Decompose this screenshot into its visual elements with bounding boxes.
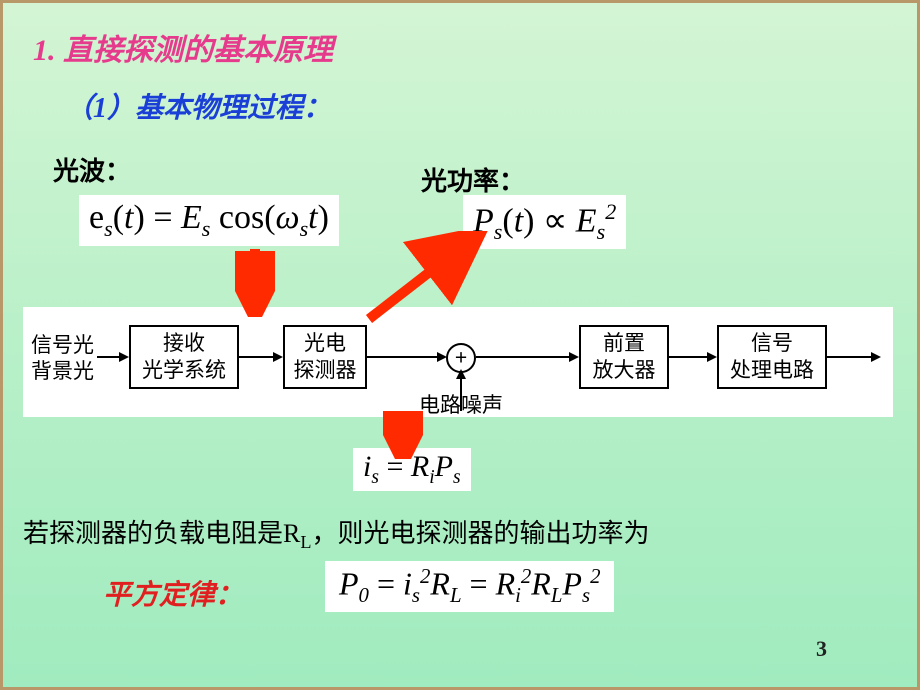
square-law-label: 平方定律： [103, 573, 243, 613]
equation-square-law: P0 = is2RL = Ri2RLPs2 [325, 561, 614, 612]
arrow-to-current [383, 411, 423, 459]
arrow-to-power [359, 231, 489, 331]
box-preamp: 前置 放大器 [579, 325, 669, 389]
load-resistance-text: 若探测器的负载电阻是RL，则光电探测器的输出功率为 [23, 513, 649, 553]
box-signal-proc: 信号 处理电路 [717, 325, 827, 389]
page-number: 3 [816, 636, 827, 662]
box-optical-system: 接收 光学系统 [129, 325, 239, 389]
subsection-title: （1）基本物理过程： [65, 86, 331, 126]
label-lightwave: 光波： [53, 151, 131, 188]
arrow-to-detector [235, 245, 275, 317]
input-background: 背景光 [31, 358, 94, 384]
diagram-input-labels: 信号光 背景光 [31, 332, 94, 385]
label-optical-power: 光功率： [421, 161, 525, 198]
equation-wave: es(t) = Es cos(ωst) [79, 195, 339, 246]
box-photodetector: 光电 探测器 [283, 325, 367, 389]
input-signal: 信号光 [31, 332, 94, 358]
section-title: 1. 直接探测的基本原理 [33, 25, 333, 69]
noise-label: 电路噪声 [419, 389, 503, 419]
